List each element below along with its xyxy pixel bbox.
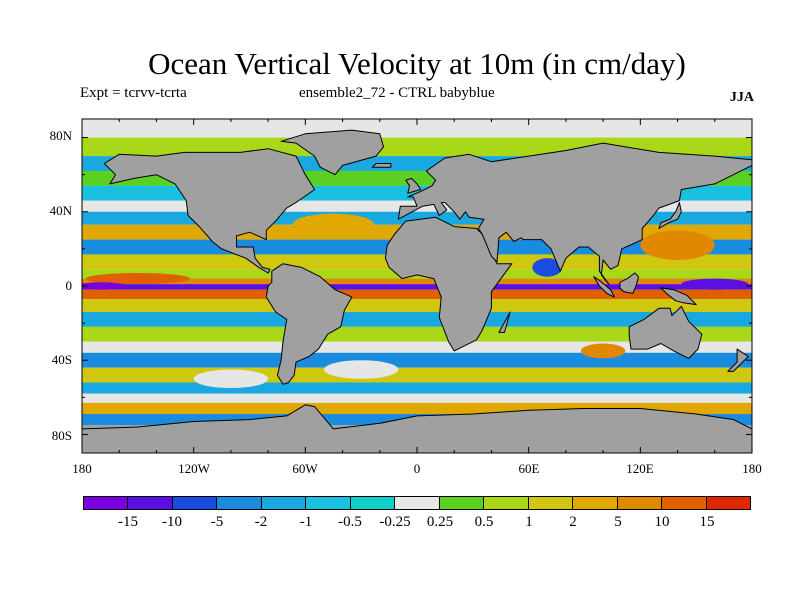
land-new-zealand — [727, 348, 749, 372]
velocity-band — [82, 367, 752, 383]
colorbar-label: -0.5 — [338, 514, 362, 530]
colorbar-bin — [350, 497, 396, 509]
colorbar-bin — [261, 497, 307, 509]
land-borneo — [619, 272, 639, 294]
colorbar-label: 10 — [654, 514, 670, 530]
experiment-label: Expt = tcrvv-tcrta — [80, 85, 187, 101]
map-plot-area — [82, 119, 752, 453]
colorbar-bin — [128, 497, 173, 509]
velocity-patch — [532, 258, 563, 277]
colorbar-bin — [439, 497, 485, 509]
y-tick-label: 80S — [51, 428, 72, 443]
land-iceland — [371, 163, 392, 168]
velocity-band — [82, 352, 752, 368]
velocity-band — [82, 119, 752, 138]
colorbar-bin — [706, 497, 751, 509]
velocity-patch — [681, 278, 749, 290]
colorbar-label: 15 — [699, 514, 715, 530]
x-tick-label: 0 — [413, 461, 421, 476]
colorbar-label: 2 — [569, 514, 577, 530]
colorbar — [83, 496, 751, 510]
y-tick-label: 40N — [49, 203, 72, 218]
y-tick-label: 40S — [51, 352, 72, 367]
colorbar-bin — [217, 497, 262, 509]
season-label: JJA — [729, 90, 754, 105]
colorbar-bin — [662, 497, 707, 509]
map-title: Ocean Vertical Velocity at 10m (in cm/da… — [148, 46, 686, 81]
land-eurasia — [397, 142, 752, 285]
land-madagascar — [498, 311, 511, 333]
y-tick-label: 80N — [49, 128, 72, 143]
velocity-patch — [85, 273, 190, 285]
colorbar-bin — [84, 497, 129, 509]
colorbar-label: -15 — [118, 514, 138, 530]
colorbar-bin — [306, 497, 351, 509]
land-antarctica — [82, 404, 752, 453]
land-greenland — [280, 129, 384, 176]
x-tick-label: 60W — [292, 461, 318, 476]
colorbar-bin — [172, 497, 218, 509]
x-tick-label: 180 — [72, 461, 92, 476]
velocity-band — [82, 402, 752, 415]
velocity-patch — [82, 282, 127, 290]
colorbar-label: 0.25 — [426, 514, 454, 530]
velocity-patch — [323, 360, 399, 379]
land-japan — [658, 202, 682, 229]
land-new-guinea — [660, 287, 697, 306]
colorbar-label: 1 — [525, 514, 533, 530]
land-north-america — [103, 148, 316, 274]
velocity-band — [82, 278, 752, 285]
x-tick-label: 60E — [518, 461, 540, 476]
y-tick-label: 0 — [65, 278, 73, 293]
colorbar-bin — [573, 497, 618, 509]
colorbar-bin — [395, 497, 440, 509]
velocity-band — [82, 393, 752, 403]
colorbar-bin — [617, 497, 663, 509]
land-south-america — [265, 263, 353, 385]
x-tick-label: 120W — [178, 461, 210, 476]
land-great-britain — [405, 177, 422, 194]
velocity-band — [82, 298, 752, 312]
velocity-patch — [640, 230, 715, 261]
colorbar-label: -5 — [210, 514, 224, 530]
land-africa — [384, 216, 513, 352]
colorbar-label: -0.25 — [379, 514, 411, 530]
colorbar-label: -2 — [254, 514, 268, 530]
colorbar-label: -1 — [299, 514, 313, 530]
velocity-band — [82, 341, 752, 353]
velocity-band — [82, 326, 752, 342]
colorbar-bin — [528, 497, 574, 509]
velocity-patch — [292, 213, 375, 236]
colorbar-bin — [484, 497, 529, 509]
velocity-patch — [580, 343, 626, 359]
velocity-band — [82, 311, 752, 327]
land-sumatra — [593, 276, 615, 298]
colorbar-label: -10 — [162, 514, 182, 530]
x-tick-label: 180 — [742, 461, 762, 476]
colorbar-label: 5 — [614, 514, 622, 530]
colorbar-label: 0.5 — [474, 514, 494, 530]
velocity-patch — [193, 369, 269, 389]
x-tick-label: 120E — [626, 461, 654, 476]
land-australia — [628, 305, 703, 359]
axis-ticks — [81, 119, 753, 453]
velocity-band — [82, 284, 752, 290]
velocity-band — [82, 289, 752, 299]
ensemble-label: ensemble2_72 - CTRL babyblue — [299, 85, 495, 101]
velocity-band — [82, 382, 752, 394]
